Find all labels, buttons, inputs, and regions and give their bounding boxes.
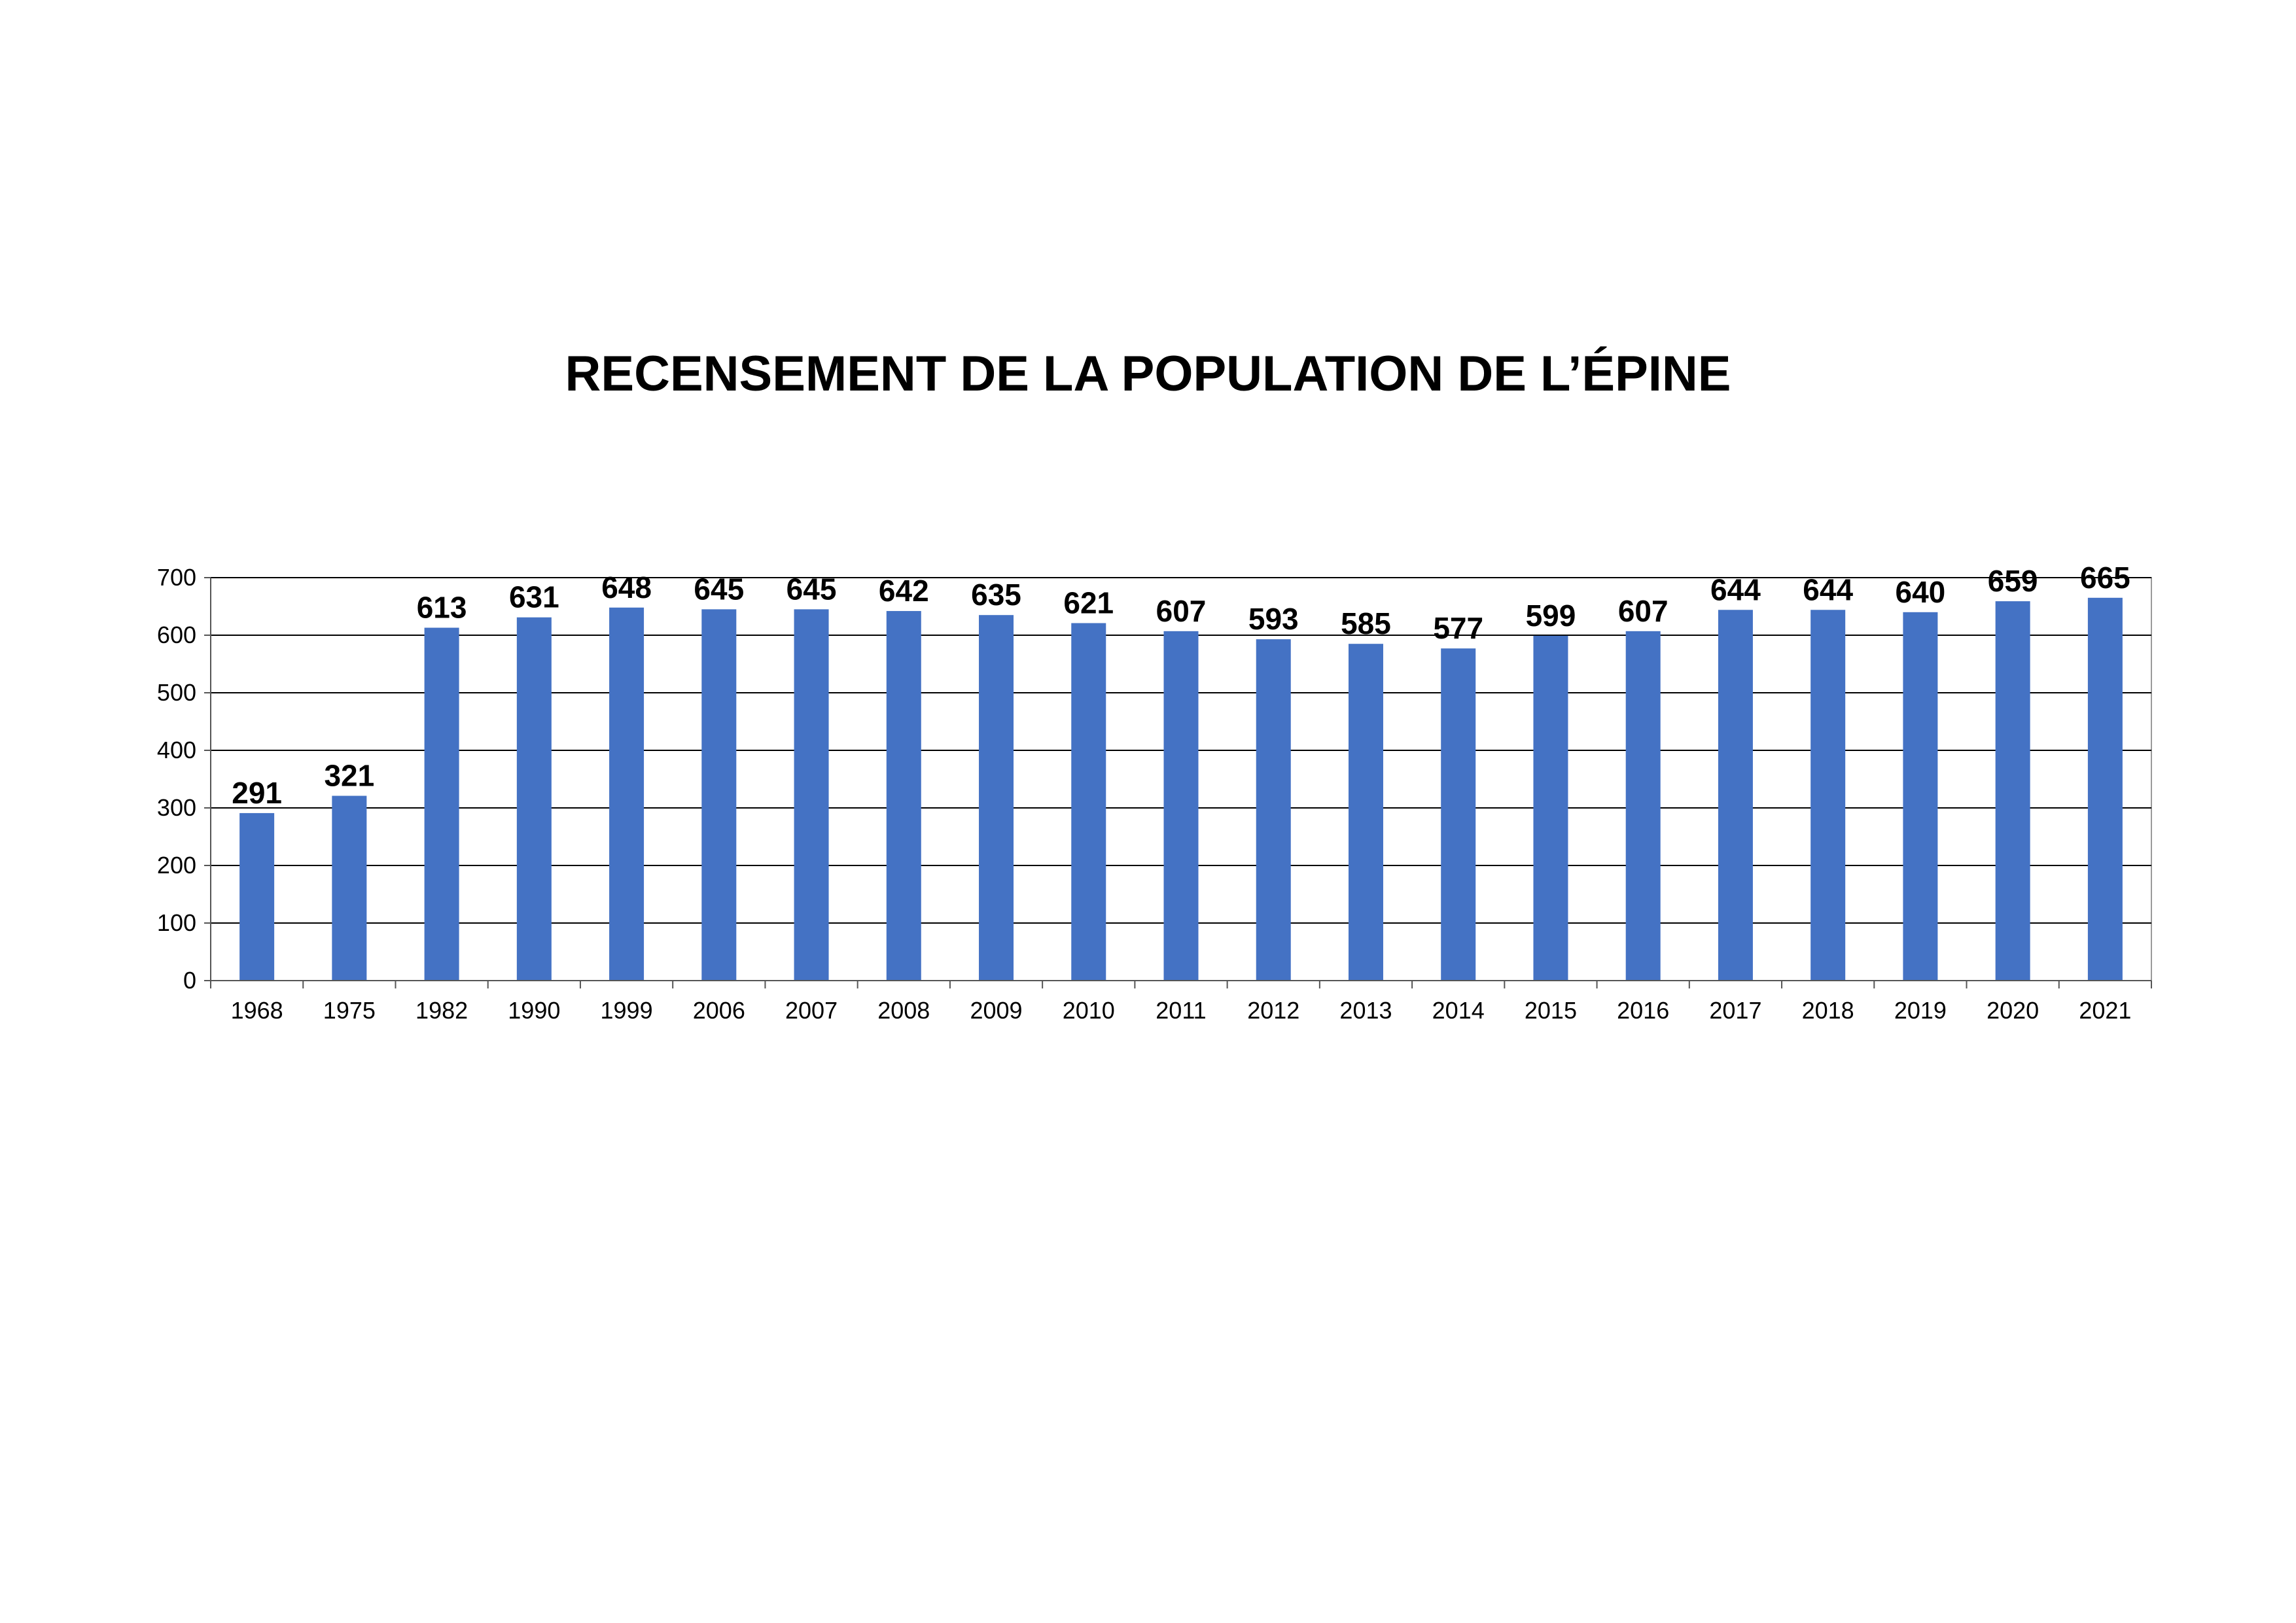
bar-2012 [1256, 639, 1291, 981]
x-tick-label-2017: 2017 [1709, 997, 1761, 1024]
bar-1990 [516, 617, 552, 981]
x-tick-label-1990: 1990 [508, 997, 560, 1024]
bar-2020 [1995, 601, 2030, 981]
data-label-2020: 659 [1988, 564, 2038, 598]
x-tick-label-2018: 2018 [1802, 997, 1854, 1024]
bar-2015 [1533, 635, 1568, 981]
y-tick-label: 400 [157, 737, 196, 763]
x-tick-label-2021: 2021 [2079, 997, 2131, 1024]
bar-2009 [979, 615, 1014, 981]
data-label-2010: 621 [1063, 586, 1114, 620]
x-tick-label-2006: 2006 [693, 997, 745, 1024]
x-tick-label-2020: 2020 [1987, 997, 2039, 1024]
x-tick-label-1975: 1975 [323, 997, 376, 1024]
bar-2013 [1348, 644, 1383, 981]
data-label-2012: 593 [1248, 602, 1299, 636]
data-label-2016: 607 [1618, 594, 1669, 628]
bar-2021 [2087, 597, 2123, 981]
x-tick-label-2015: 2015 [1525, 997, 1577, 1024]
data-label-2013: 585 [1341, 606, 1391, 640]
chart-title: RECENSEMENT DE LA POPULATION DE L’ÉPINE [565, 346, 1731, 402]
bar-2011 [1163, 631, 1199, 981]
data-label-2011: 607 [1156, 594, 1207, 628]
bar-2019 [1903, 612, 1938, 981]
data-label-2017: 644 [1710, 572, 1761, 606]
data-label-2009: 635 [971, 578, 1021, 612]
x-tick-label-2019: 2019 [1894, 997, 1947, 1024]
x-tick-label-2012: 2012 [1247, 997, 1299, 1024]
bar-2018 [1810, 610, 1846, 981]
y-tick-label: 200 [157, 852, 196, 879]
x-tick-label-2010: 2010 [1063, 997, 1115, 1024]
x-tick-label-2007: 2007 [785, 997, 838, 1024]
data-label-1999: 648 [601, 570, 652, 604]
x-tick-label-2016: 2016 [1617, 997, 1669, 1024]
y-tick-label: 500 [157, 679, 196, 706]
data-label-1982: 613 [417, 591, 467, 625]
data-label-2021: 665 [2080, 561, 2130, 595]
y-tick-label: 600 [157, 621, 196, 648]
data-label-1975: 321 [324, 759, 374, 793]
bar-1975 [332, 795, 367, 981]
bar-1999 [609, 607, 645, 981]
bar-2006 [701, 609, 737, 981]
x-tick-label-1999: 1999 [601, 997, 653, 1024]
x-tick-label-2009: 2009 [970, 997, 1022, 1024]
bar-1968 [239, 812, 275, 981]
bar-2014 [1441, 648, 1476, 981]
bar-2017 [1718, 610, 1753, 981]
data-label-1990: 631 [509, 580, 559, 614]
y-tick-label: 100 [157, 909, 196, 936]
x-tick-label-1982: 1982 [415, 997, 468, 1024]
y-tick-label: 0 [183, 967, 196, 994]
bar-2016 [1625, 631, 1661, 981]
bar-2008 [886, 611, 921, 981]
x-tick-label-2013: 2013 [1339, 997, 1392, 1024]
plot-area: 0 100 200 300 400 500 600 700 291 1968 321 1975 613 1… [157, 561, 2152, 1024]
y-tick-label: 300 [157, 794, 196, 821]
x-tick-label-2014: 2014 [1432, 997, 1485, 1024]
x-tick-label-1968: 1968 [231, 997, 283, 1024]
bar-2010 [1071, 623, 1106, 981]
x-tick-label-2011: 2011 [1156, 997, 1206, 1024]
data-label-2015: 599 [1526, 599, 1576, 633]
bar-1982 [424, 627, 459, 981]
data-label-2008: 642 [879, 574, 929, 608]
bar-2007 [794, 609, 829, 981]
data-label-1968: 291 [232, 776, 282, 810]
data-label-2006: 645 [694, 572, 744, 606]
y-tick-label: 700 [157, 564, 196, 591]
x-tick-label-2008: 2008 [877, 997, 930, 1024]
data-label-2019: 640 [1896, 575, 1946, 609]
data-label-2014: 577 [1433, 611, 1483, 645]
data-label-2018: 644 [1803, 572, 1853, 606]
data-label-2007: 645 [786, 572, 837, 606]
